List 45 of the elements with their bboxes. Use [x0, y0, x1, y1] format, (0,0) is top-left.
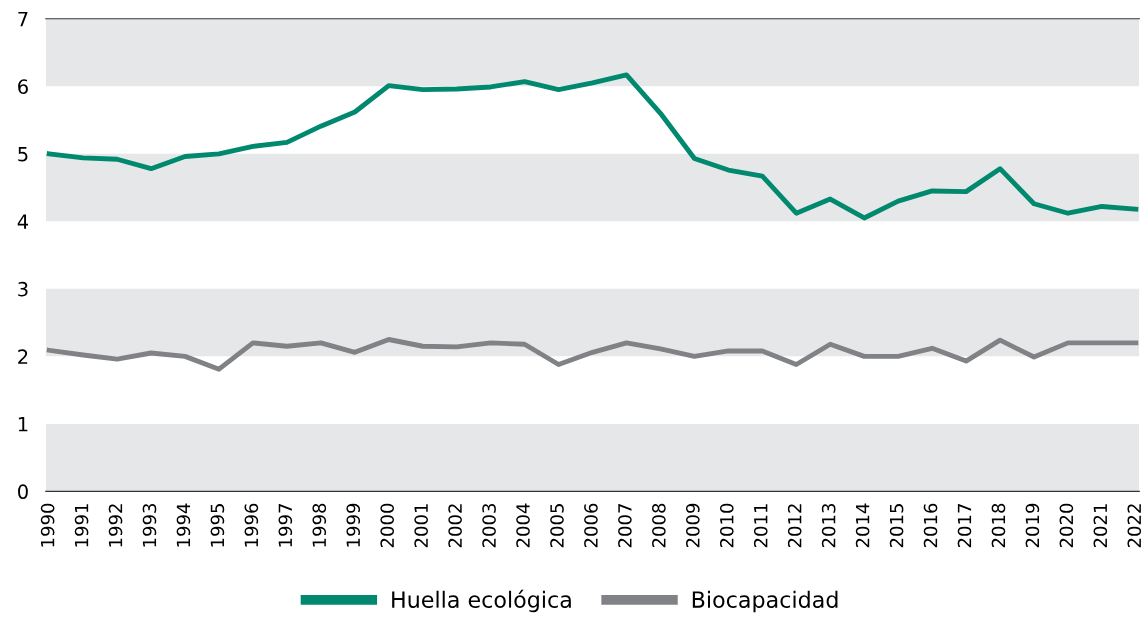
- y-tick-label: 4: [17, 214, 29, 229]
- x-tick-label: 1991: [74, 504, 89, 547]
- y-tick-label: 7: [18, 11, 28, 27]
- x-tick-label: 2021: [1093, 504, 1108, 548]
- x-tick-label: 2008: [652, 503, 666, 548]
- x-tick-label: 2014: [855, 503, 870, 548]
- x-tick-label: 2000: [380, 503, 395, 548]
- line-series: [46, 337, 1139, 372]
- x-tick-label: 2003: [482, 503, 496, 548]
- y-tick-label: 5: [18, 147, 28, 162]
- x-tick-label: 2016: [923, 503, 938, 548]
- x-tick-label: 1997: [278, 504, 293, 547]
- x-tick-label: 1993: [142, 503, 157, 547]
- x-tick-label: 2009: [686, 503, 700, 548]
- x-tick-label: 2004: [516, 503, 530, 548]
- legend-label: Biocapacidad: [692, 590, 838, 613]
- y-tick-label: 1: [18, 417, 28, 432]
- line-series: [46, 72, 1139, 221]
- x-tick-label: 1998: [312, 503, 327, 547]
- x-tick-label: 1992: [108, 504, 123, 547]
- x-tick-label: 2006: [584, 503, 598, 548]
- x-tick-label: 2013: [821, 503, 836, 548]
- y-tick-label: 2: [18, 349, 28, 364]
- x-tick-label: 2017: [957, 504, 972, 548]
- x-tick-label: 2019: [1025, 503, 1040, 548]
- x-tick-label: 2002: [448, 504, 462, 548]
- x-tick-label: 1990: [40, 503, 55, 547]
- x-tick-label: 2012: [787, 504, 802, 548]
- x-tick-label: 2005: [550, 504, 564, 548]
- x-tick-label: 2007: [618, 504, 632, 548]
- x-tick-label: 2020: [1059, 503, 1074, 548]
- x-tick-label: 2022: [1127, 504, 1142, 548]
- x-tick-label: 2010: [719, 503, 734, 548]
- x-tick-label: 1999: [346, 503, 361, 547]
- x-tick-label: 1994: [176, 503, 191, 547]
- y-tick-label: 0: [18, 484, 28, 500]
- legend-label: Huella ecológica: [392, 589, 571, 613]
- x-tick-label: 2015: [889, 504, 904, 548]
- y-tick-label: 6: [18, 79, 28, 94]
- x-tick-label: 2011: [753, 504, 768, 548]
- x-tick-label: 1995: [210, 504, 225, 547]
- x-tick-label: 2018: [991, 503, 1006, 548]
- x-tick-label: 1996: [244, 503, 259, 547]
- y-tick-label: 3: [18, 281, 28, 297]
- x-tick-label: 2001: [414, 504, 428, 548]
